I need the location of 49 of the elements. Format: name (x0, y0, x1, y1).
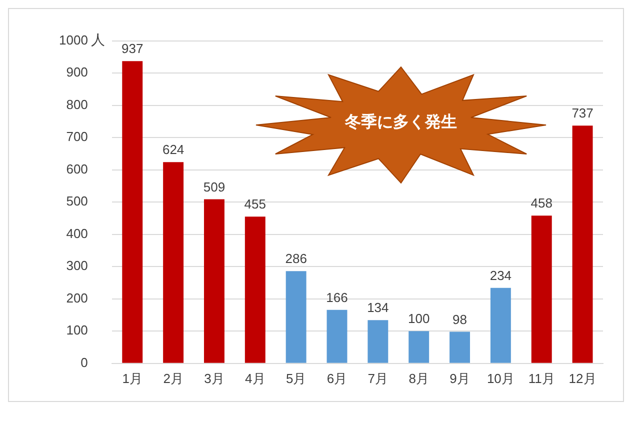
x-tick-label: 4月 (245, 370, 266, 386)
x-tick-label: 12月 (568, 370, 596, 386)
annotation: 冬季に多く発生 (344, 112, 458, 133)
bar (572, 126, 593, 363)
y-tick-label: 900 (66, 64, 88, 80)
y-tick-label: 100 (66, 322, 88, 338)
x-tick-label: 2月 (163, 370, 184, 386)
x-tick-label: 6月 (326, 370, 348, 386)
x-tick-label: 5月 (286, 370, 306, 386)
y-tick-label: 700 (66, 129, 88, 144)
bar (122, 61, 143, 363)
y-tick-label: 500 (66, 194, 88, 209)
data-label: 455 (244, 196, 266, 212)
x-tick-label: 8月 (408, 370, 429, 386)
bar (450, 332, 470, 363)
x-tick-label: 7月 (368, 370, 388, 386)
x-tick-label: 9月 (450, 370, 470, 386)
data-label: 509 (203, 179, 226, 194)
bar (204, 199, 224, 363)
data-label: 937 (122, 41, 144, 56)
x-tick-label: 3月 (204, 370, 224, 386)
y-tick-label: 300 (66, 258, 88, 274)
y-tick-label: 0 (80, 354, 88, 370)
bar (244, 216, 266, 363)
data-label: 458 (530, 196, 552, 211)
y-tick-label: 800 (66, 96, 88, 112)
x-tick-label: 11月 (528, 370, 555, 386)
data-label: 286 (285, 251, 307, 266)
data-label: 166 (326, 290, 348, 305)
data-label: 134 (367, 300, 389, 316)
bar (163, 162, 184, 363)
x-tick-label: 1月 (122, 370, 142, 386)
x-tick-label: 10月 (486, 370, 514, 386)
data-label: 737 (572, 106, 594, 121)
bar (490, 288, 511, 363)
bar (286, 271, 306, 363)
data-label: 100 (408, 311, 430, 326)
bar (408, 331, 430, 363)
data-label: 234 (490, 268, 512, 283)
bar (368, 320, 388, 363)
y-tick-label: 200 (66, 290, 88, 306)
y-tick-label: 1000 (59, 32, 88, 48)
y-axis-title: 人 (90, 32, 105, 48)
y-tick-label: 400 (66, 226, 88, 241)
data-label: 624 (162, 142, 184, 158)
data-label: 98 (452, 312, 468, 327)
y-tick-label: 600 (66, 161, 88, 176)
bar (531, 216, 552, 363)
bar (326, 310, 348, 363)
